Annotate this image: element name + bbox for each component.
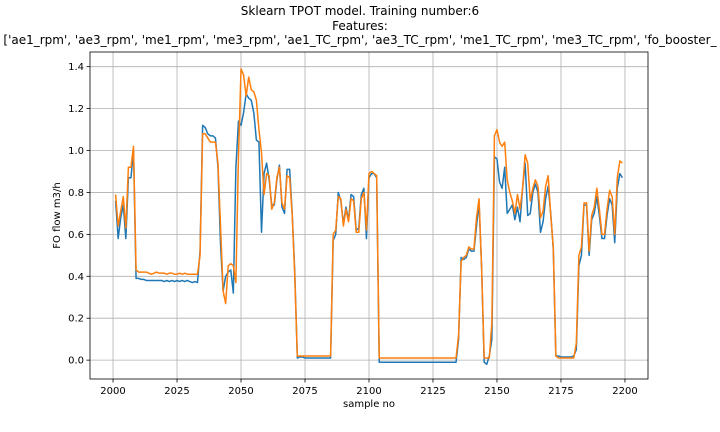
y-tick-label: 0.2 (68, 314, 84, 325)
x-tick-label: 2200 (612, 386, 637, 397)
y-tick-label: 1.2 (68, 104, 84, 115)
chart-title-block: Sklearn TPOT model. Training number:6 Fe… (0, 4, 720, 48)
chart-subtitle: Features: (332, 18, 388, 33)
y-tick-label: 1.0 (68, 146, 84, 157)
y-tick-label: 0.8 (68, 188, 84, 199)
x-tick-label: 2175 (548, 386, 573, 397)
y-tick-label: 1.4 (68, 62, 84, 73)
y-tick-label: 0.4 (68, 272, 84, 283)
chart-features-line: ['ae1_rpm', 'ae3_rpm', 'me1_rpm', 'me3_r… (3, 33, 717, 47)
y-tick-label: 0.6 (68, 230, 84, 241)
x-tick-label: 2050 (228, 386, 253, 397)
y-axis-label: FO flow m3/h (52, 182, 63, 248)
x-tick-label: 2075 (292, 386, 317, 397)
y-tick-label: 0.0 (68, 356, 84, 367)
chart-title: Sklearn TPOT model. Training number:6 (240, 4, 480, 18)
series-line-2 (114, 68, 623, 359)
x-tick-label: 2150 (484, 386, 509, 397)
series-lines (114, 68, 624, 366)
x-tick-label: 2100 (356, 386, 381, 397)
grid-lines (90, 52, 648, 379)
x-tick-label: 2125 (420, 386, 445, 397)
x-tick-label: 2025 (164, 386, 189, 397)
x-tick-label: 2000 (100, 386, 125, 397)
axis-ticks: 2000 2025 2050 2075 2100 2125 2150 2175 2200 0.0 0… (68, 62, 638, 397)
x-axis-label: sample no (343, 399, 395, 410)
